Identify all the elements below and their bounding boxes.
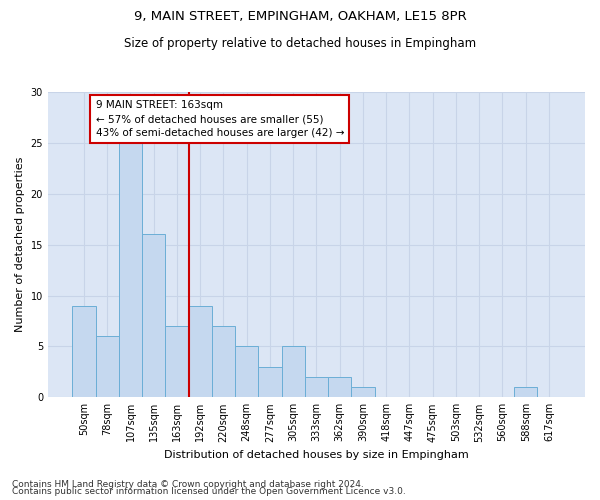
Bar [514,387,538,398]
Bar [305,377,328,398]
Bar [352,387,374,398]
X-axis label: Distribution of detached houses by size in Empingham: Distribution of detached houses by size … [164,450,469,460]
Text: 9 MAIN STREET: 163sqm
← 57% of detached houses are smaller (55)
43% of semi-deta: 9 MAIN STREET: 163sqm ← 57% of detached … [95,100,344,138]
Bar [259,367,281,398]
Bar [235,346,259,398]
Bar [281,346,305,398]
Bar [119,143,142,398]
Bar [188,306,212,398]
Bar [95,336,119,398]
Bar [212,326,235,398]
Text: 9, MAIN STREET, EMPINGHAM, OAKHAM, LE15 8PR: 9, MAIN STREET, EMPINGHAM, OAKHAM, LE15 … [134,10,466,23]
Bar [166,326,188,398]
Bar [73,306,95,398]
Text: Contains HM Land Registry data © Crown copyright and database right 2024.: Contains HM Land Registry data © Crown c… [12,480,364,489]
Text: Size of property relative to detached houses in Empingham: Size of property relative to detached ho… [124,38,476,51]
Bar [328,377,352,398]
Y-axis label: Number of detached properties: Number of detached properties [15,157,25,332]
Text: Contains public sector information licensed under the Open Government Licence v3: Contains public sector information licen… [12,487,406,496]
Bar [142,234,166,398]
